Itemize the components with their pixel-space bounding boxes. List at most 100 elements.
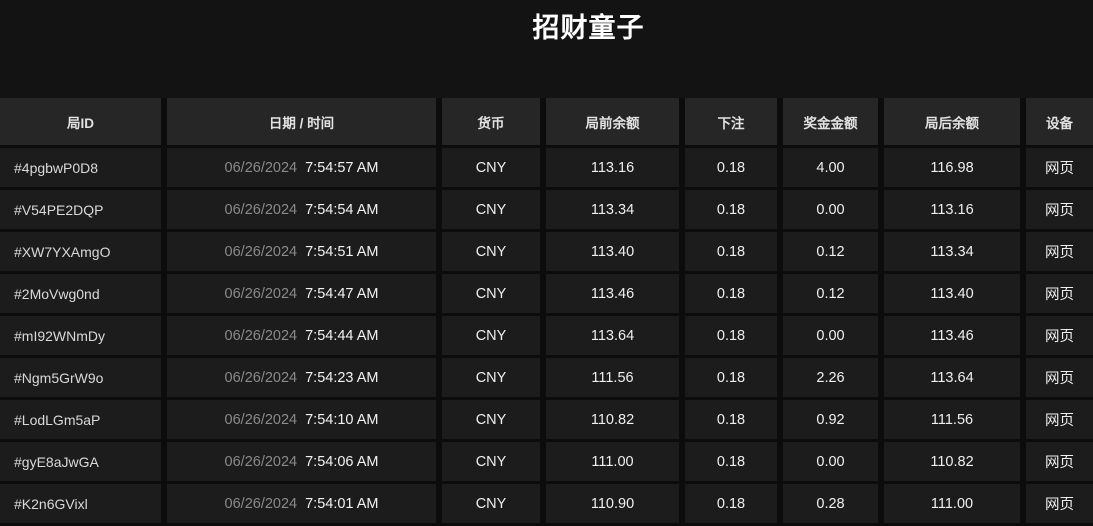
cell-datetime: 06/26/2024 7:54:47 AM <box>167 274 436 313</box>
column-header-prize: 奖金金额 <box>783 98 878 145</box>
cell-device: 网页 <box>1026 274 1093 313</box>
cell-time: 7:54:47 AM <box>305 285 379 302</box>
cell-balance_after: 110.82 <box>884 442 1020 481</box>
cell-balance_before: 113.34 <box>546 190 679 229</box>
cell-id: #gyE8aJwGA <box>0 442 161 481</box>
column-header-datetime: 日期 / 时间 <box>167 98 436 145</box>
cell-time: 7:54:01 AM <box>305 495 379 512</box>
cell-currency: CNY <box>442 148 540 187</box>
cell-id: #XW7YXAmgO <box>0 232 161 271</box>
cell-id: #V54PE2DQP <box>0 190 161 229</box>
cell-time: 7:54:06 AM <box>305 453 379 470</box>
table-header-row: 局ID 日期 / 时间 货币 局前余额 下注 奖金金额 局后余额 设备 <box>0 98 1093 145</box>
table-row: #XW7YXAmgO 06/26/2024 7:54:51 AM CNY 113.40 0… <box>0 232 1093 271</box>
cell-currency: CNY <box>442 358 540 397</box>
cell-device: 网页 <box>1026 316 1093 355</box>
table-row: #4pgbwP0D8 06/26/2024 7:54:57 AM CNY 113.16 0… <box>0 148 1093 187</box>
cell-device: 网页 <box>1026 400 1093 439</box>
cell-bet: 0.18 <box>685 358 777 397</box>
table-row: #LodLGm5aP 06/26/2024 7:54:10 AM CNY 110.82 0… <box>0 400 1093 439</box>
cell-bet: 0.18 <box>685 484 777 523</box>
cell-device: 网页 <box>1026 232 1093 271</box>
cell-bet: 0.18 <box>685 190 777 229</box>
column-header-balance_before: 局前余额 <box>546 98 679 145</box>
cell-balance_before: 113.40 <box>546 232 679 271</box>
page-title: 招财童子 <box>532 13 645 43</box>
cell-balance_after: 113.34 <box>884 232 1020 271</box>
cell-balance_before: 113.64 <box>546 316 679 355</box>
cell-balance_after: 113.64 <box>884 358 1020 397</box>
cell-device: 网页 <box>1026 190 1093 229</box>
cell-datetime: 06/26/2024 7:54:54 AM <box>167 190 436 229</box>
cell-date: 06/26/2024 <box>224 243 298 260</box>
cell-currency: CNY <box>442 190 540 229</box>
cell-prize: 0.92 <box>783 400 878 439</box>
cell-device: 网页 <box>1026 148 1093 187</box>
cell-balance_after: 113.40 <box>884 274 1020 313</box>
cell-datetime: 06/26/2024 7:54:51 AM <box>167 232 436 271</box>
cell-id: #4pgbwP0D8 <box>0 148 161 187</box>
cell-date: 06/26/2024 <box>224 159 298 176</box>
history-table: 局ID 日期 / 时间 货币 局前余额 下注 奖金金额 局后余额 设备 #4pgbwP0D8 0… <box>0 98 1093 526</box>
cell-balance_before: 110.90 <box>546 484 679 523</box>
table-row: #K2n6GVixl 06/26/2024 7:54:01 AM CNY 110.90 0… <box>0 484 1093 523</box>
cell-datetime: 06/26/2024 7:54:10 AM <box>167 400 436 439</box>
cell-date: 06/26/2024 <box>224 327 298 344</box>
cell-currency: CNY <box>442 232 540 271</box>
cell-time: 7:54:44 AM <box>305 327 379 344</box>
cell-currency: CNY <box>442 400 540 439</box>
cell-currency: CNY <box>442 442 540 481</box>
cell-date: 06/26/2024 <box>224 411 298 428</box>
cell-prize: 0.00 <box>783 316 878 355</box>
cell-balance_after: 113.46 <box>884 316 1020 355</box>
cell-bet: 0.18 <box>685 442 777 481</box>
cell-datetime: 06/26/2024 7:54:06 AM <box>167 442 436 481</box>
cell-bet: 0.18 <box>685 316 777 355</box>
table-row: #Ngm5GrW9o 06/26/2024 7:54:23 AM CNY 111.56 0… <box>0 358 1093 397</box>
cell-balance_before: 111.56 <box>546 358 679 397</box>
cell-datetime: 06/26/2024 7:54:23 AM <box>167 358 436 397</box>
cell-date: 06/26/2024 <box>224 495 298 512</box>
cell-bet: 0.18 <box>685 232 777 271</box>
cell-id: #mI92WNmDy <box>0 316 161 355</box>
cell-device: 网页 <box>1026 484 1093 523</box>
cell-prize: 4.00 <box>783 148 878 187</box>
cell-balance_after: 116.98 <box>884 148 1020 187</box>
cell-datetime: 06/26/2024 7:54:57 AM <box>167 148 436 187</box>
cell-date: 06/26/2024 <box>224 369 298 386</box>
column-header-id: 局ID <box>0 98 161 145</box>
table-body: #4pgbwP0D8 06/26/2024 7:54:57 AM CNY 113.16 0… <box>0 148 1093 523</box>
cell-id: #2MoVwg0nd <box>0 274 161 313</box>
cell-prize: 2.26 <box>783 358 878 397</box>
cell-device: 网页 <box>1026 358 1093 397</box>
cell-datetime: 06/26/2024 7:54:01 AM <box>167 484 436 523</box>
cell-time: 7:54:54 AM <box>305 201 379 218</box>
cell-currency: CNY <box>442 274 540 313</box>
table-row: #gyE8aJwGA 06/26/2024 7:54:06 AM CNY 111.00 0… <box>0 442 1093 481</box>
cell-date: 06/26/2024 <box>224 285 298 302</box>
column-header-currency: 货币 <box>442 98 540 145</box>
table-row: #2MoVwg0nd 06/26/2024 7:54:47 AM CNY 113.46 0… <box>0 274 1093 313</box>
cell-balance_before: 111.00 <box>546 442 679 481</box>
column-header-bet: 下注 <box>685 98 777 145</box>
cell-time: 7:54:51 AM <box>305 243 379 260</box>
cell-currency: CNY <box>442 316 540 355</box>
cell-prize: 0.12 <box>783 232 878 271</box>
cell-balance_before: 113.16 <box>546 148 679 187</box>
cell-time: 7:54:23 AM <box>305 369 379 386</box>
cell-id: #LodLGm5aP <box>0 400 161 439</box>
cell-bet: 0.18 <box>685 274 777 313</box>
cell-prize: 0.00 <box>783 442 878 481</box>
cell-bet: 0.18 <box>685 400 777 439</box>
cell-currency: CNY <box>442 484 540 523</box>
cell-time: 7:54:10 AM <box>305 411 379 428</box>
cell-date: 06/26/2024 <box>224 453 298 470</box>
cell-time: 7:54:57 AM <box>305 159 379 176</box>
cell-device: 网页 <box>1026 442 1093 481</box>
cell-balance_after: 111.00 <box>884 484 1020 523</box>
cell-balance_before: 110.82 <box>546 400 679 439</box>
cell-datetime: 06/26/2024 7:54:44 AM <box>167 316 436 355</box>
cell-bet: 0.18 <box>685 148 777 187</box>
column-header-device: 设备 <box>1026 98 1093 145</box>
